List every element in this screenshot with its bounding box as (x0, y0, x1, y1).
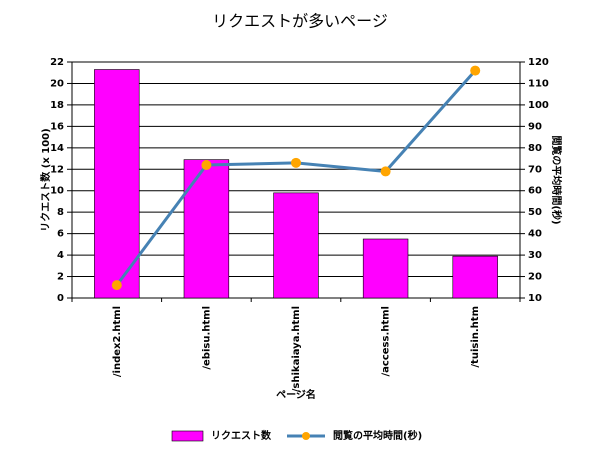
y2-tick-label: 90 (528, 121, 542, 132)
x-tick-label: /ebisu.html (201, 306, 212, 370)
y-tick-label: 22 (50, 57, 64, 68)
bar (452, 255, 498, 299)
bar (273, 192, 319, 299)
y2-tick-label: 40 (528, 229, 542, 240)
legend-label: リクエスト数 (211, 429, 272, 442)
x-tick-label: /access.html (381, 306, 392, 377)
y-tick-label: 14 (50, 143, 64, 154)
bar (94, 69, 140, 299)
y2-tick-label: 110 (528, 78, 549, 89)
bar (183, 159, 230, 299)
y-tick-label: 12 (50, 164, 64, 175)
y2-tick-label: 70 (528, 164, 542, 175)
y2-tick-label: 10 (528, 293, 542, 304)
y-tick-label: 2 (57, 272, 64, 283)
legend-swatch (171, 430, 204, 442)
y2-tick-label: 30 (528, 250, 542, 261)
y-tick-label: 4 (57, 250, 64, 261)
y2-tick-label: 100 (528, 100, 549, 111)
legend-marker (302, 432, 310, 440)
line-marker (111, 280, 122, 291)
y-axis-label: リクエスト数 (x 100) (39, 128, 52, 231)
line-marker (201, 159, 212, 170)
bar (362, 238, 409, 299)
x-tick-label: /index2.html (112, 306, 123, 377)
y2-tick-label: 20 (528, 272, 542, 283)
y2-tick-label: 60 (528, 186, 542, 197)
y2-axis-label: 閲覧の平均時間(秒) (550, 135, 563, 224)
line-marker (470, 65, 481, 76)
y2-tick-label: 80 (528, 143, 542, 154)
y2-tick-label: 50 (528, 207, 542, 218)
y-tick-label: 6 (57, 229, 64, 240)
y-tick-label: 18 (50, 100, 64, 111)
legend-label: 閲覧の平均時間(秒) (333, 429, 422, 442)
y2-tick-label: 120 (528, 57, 549, 68)
y-tick-label: 16 (50, 121, 64, 132)
x-tick-label: /shikaiaya.html (291, 306, 302, 392)
y-tick-label: 8 (57, 207, 64, 218)
line-marker (291, 157, 301, 168)
x-tick-label: /tuisin.htm (470, 306, 481, 368)
y-tick-label: 0 (57, 293, 64, 304)
x-axis-label: ページ名 (276, 388, 316, 401)
line-marker (380, 166, 391, 177)
y-tick-label: 10 (50, 186, 64, 197)
y-tick-label: 20 (50, 78, 64, 89)
chart-title: リクエストが多いページ (212, 12, 388, 31)
